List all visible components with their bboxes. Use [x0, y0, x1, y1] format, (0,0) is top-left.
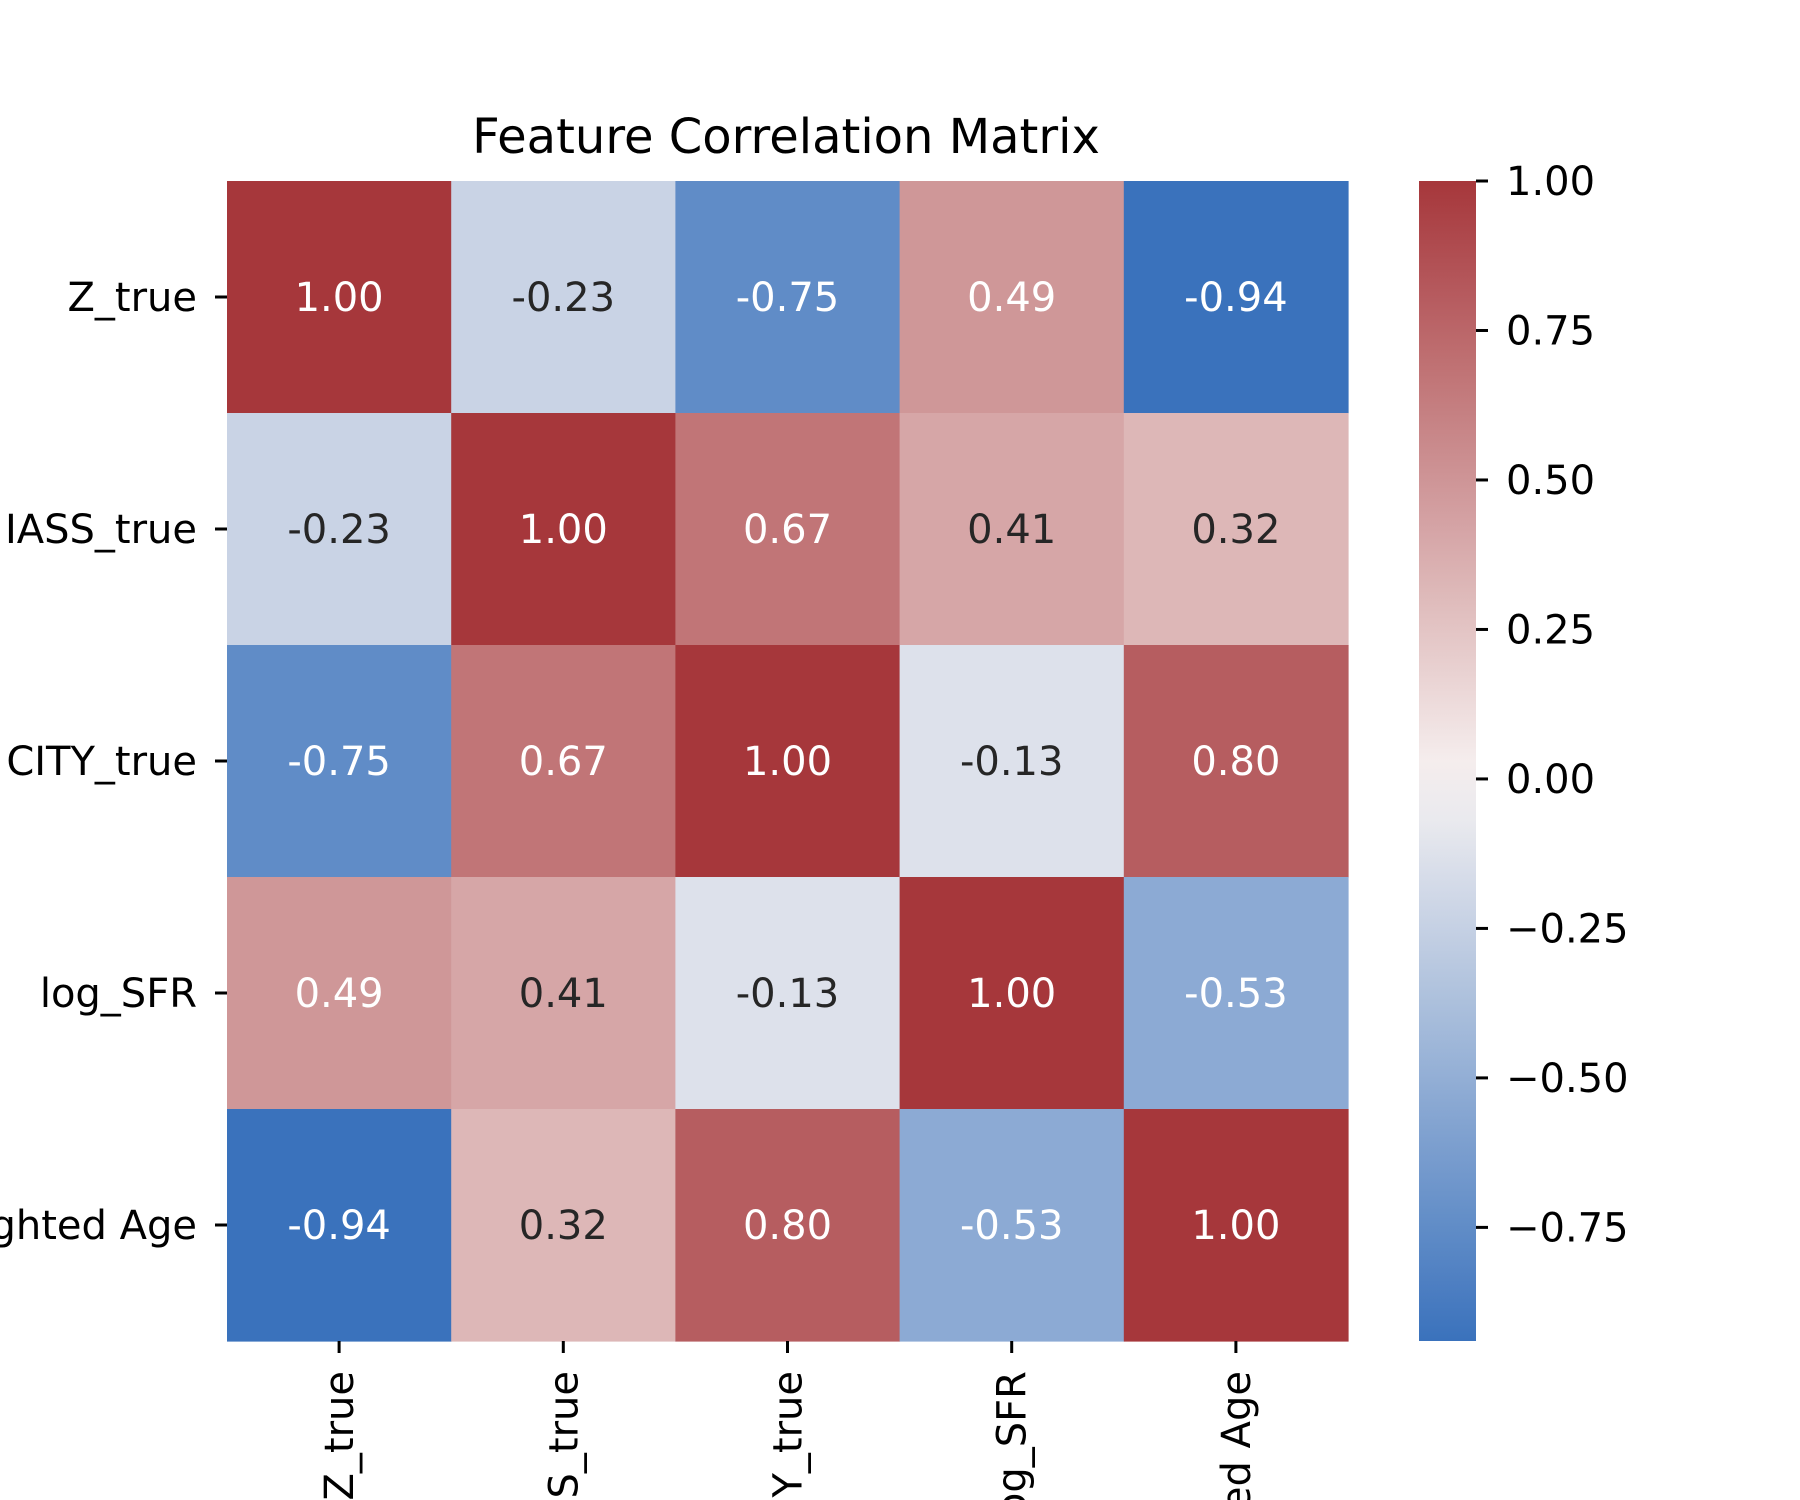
- cell-value-label: 0.41: [519, 971, 608, 1017]
- y-tick-label: log_SFR: [40, 971, 197, 1017]
- colorbar-tick-label: 1.00: [1506, 159, 1595, 205]
- cell-value-label: 0.32: [1191, 507, 1280, 553]
- colorbar-tick-label: −0.50: [1506, 1056, 1629, 1102]
- colorbar-tick-label: 0.25: [1506, 607, 1595, 653]
- heatmap-cell: [899, 645, 1125, 878]
- cell-value-label: -0.23: [512, 275, 616, 321]
- cell-value-label: -0.94: [1184, 275, 1288, 321]
- cell-value-label: -0.94: [287, 1203, 391, 1249]
- colorbar-ticks: 1.00 0.75 0.50 0.25 0.00 −0.25 −0.50 −0.75: [1476, 159, 1629, 1251]
- colorbar-tick-label: 0.50: [1506, 458, 1595, 504]
- heatmap-cell: [899, 877, 1125, 1110]
- heatmap-cell: [451, 877, 676, 1110]
- cell-value-label: 0.41: [967, 507, 1056, 553]
- colorbar-gradient: [1419, 181, 1476, 1341]
- y-tick-label: CITY_true: [6, 739, 197, 785]
- heatmap-cell: [675, 877, 901, 1110]
- heatmap-cell: [675, 413, 901, 646]
- x-axis: Z_true S_true Y_true og_SFR ed Age: [317, 1341, 1260, 1500]
- heatmap-cell: [675, 645, 901, 878]
- heatmap-cell: [227, 181, 452, 414]
- heatmap-cell: [227, 877, 452, 1110]
- cell-value-label: -0.13: [736, 971, 840, 1017]
- heatmap-annotations: 1.00 -0.23 -0.75 0.49 -0.94 -0.23 1.00 0.67 0.41…: [287, 275, 1287, 1249]
- heatmap-cell: [1123, 181, 1349, 414]
- x-tick-label: Z_true: [317, 1371, 363, 1500]
- heatmap-cell: [227, 645, 452, 878]
- heatmap-cell: [227, 1109, 452, 1342]
- x-tick-label: S_true: [541, 1371, 587, 1498]
- colorbar-tick-label: −0.25: [1506, 906, 1629, 952]
- heatmap-cell: [899, 181, 1125, 414]
- y-tick-label: ghted Age: [0, 1203, 197, 1249]
- heatmap-cell: [451, 1109, 676, 1342]
- cell-value-label: -0.53: [960, 1203, 1064, 1249]
- heatmap-cell: [675, 181, 901, 414]
- cell-value-label: 0.80: [743, 1203, 832, 1249]
- x-tick-label: og_SFR: [990, 1371, 1036, 1500]
- cell-value-label: -0.75: [287, 739, 391, 785]
- heatmap-cell: [451, 413, 676, 646]
- cell-value-label: -0.53: [1184, 971, 1288, 1017]
- cell-value-label: 1.00: [1191, 1203, 1280, 1249]
- colorbar-tick-label: 0.75: [1506, 308, 1595, 354]
- y-tick-label: Z_true: [68, 275, 198, 321]
- heatmap-cell: [451, 645, 676, 878]
- heatmap-cell: [1123, 413, 1349, 646]
- heatmap-cell: [1123, 877, 1349, 1110]
- cell-value-label: 0.80: [1191, 739, 1280, 785]
- heatmap-cell: [899, 1109, 1125, 1342]
- x-tick-label: Y_true: [766, 1371, 812, 1499]
- cell-value-label: 1.00: [967, 971, 1056, 1017]
- cell-value-label: 1.00: [519, 507, 608, 553]
- cell-value-label: -0.23: [287, 507, 391, 553]
- cell-value-label: -0.13: [960, 739, 1064, 785]
- x-tick-label: ed Age: [1214, 1371, 1260, 1500]
- cell-value-label: 0.32: [519, 1203, 608, 1249]
- heatmap-cells: [227, 181, 1349, 1342]
- cell-value-label: 0.67: [519, 739, 608, 785]
- chart-title: Feature Correlation Matrix: [472, 109, 1100, 165]
- heatmap-cell: [1123, 645, 1349, 878]
- colorbar-tick-label: 0.00: [1506, 757, 1595, 803]
- y-tick-label: IASS_true: [5, 507, 197, 553]
- heatmap-cell: [451, 181, 676, 414]
- cell-value-label: 0.67: [743, 507, 832, 553]
- cell-value-label: 0.49: [295, 971, 384, 1017]
- colorbar-tick-label: −0.75: [1506, 1205, 1629, 1251]
- heatmap-cell: [1123, 1109, 1349, 1342]
- heatmap-cell: [675, 1109, 901, 1342]
- heatmap-cell: [899, 413, 1125, 646]
- cell-value-label: 1.00: [295, 275, 384, 321]
- colorbar: 1.00 0.75 0.50 0.25 0.00 −0.25 −0.50 −0.75: [1419, 159, 1629, 1341]
- cell-value-label: -0.75: [736, 275, 840, 321]
- cell-value-label: 0.49: [967, 275, 1056, 321]
- heatmap-cell: [227, 413, 452, 646]
- cell-value-label: 1.00: [743, 739, 832, 785]
